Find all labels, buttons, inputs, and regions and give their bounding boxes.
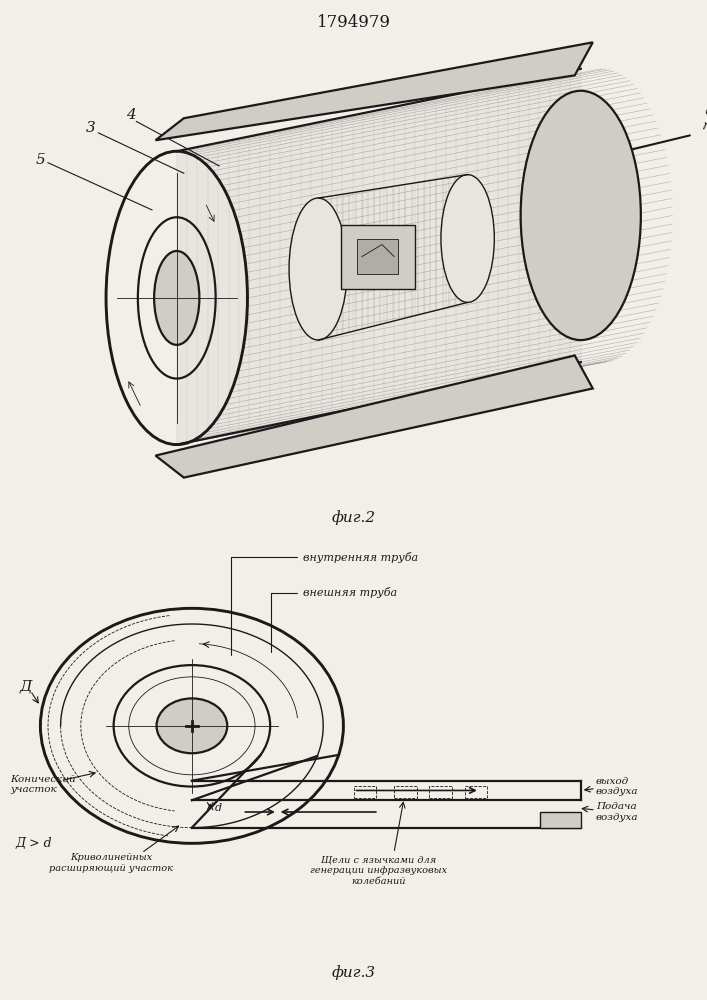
Bar (540, 812, 580, 828)
Ellipse shape (156, 698, 227, 753)
Text: фиг.3: фиг.3 (332, 965, 375, 980)
Bar (394, 786, 416, 798)
Text: Щели с язычками для
генерации инфразвуковых
колебаний: Щели с язычками для генерации инфразвуко… (310, 856, 448, 886)
Text: d: d (215, 803, 223, 813)
Text: выход
воздуха: выход воздуха (596, 777, 638, 796)
Text: Конический
участок: Конический участок (10, 775, 76, 794)
Bar (429, 786, 452, 798)
Ellipse shape (441, 175, 494, 302)
Bar (341, 225, 415, 289)
Ellipse shape (289, 198, 347, 340)
Bar (464, 786, 487, 798)
Text: фиг.2: фиг.2 (332, 510, 375, 525)
Bar (354, 786, 376, 798)
Text: внешняя труба: внешняя труба (271, 587, 397, 652)
Ellipse shape (520, 91, 641, 340)
Text: Криволинейных
расширяющий участок: Криволинейных расширяющий участок (49, 853, 173, 873)
Text: 4: 4 (127, 108, 136, 122)
Polygon shape (156, 42, 592, 140)
Text: Д: Д (19, 680, 31, 694)
Text: внутренняя труба: внутренняя труба (231, 552, 418, 655)
Polygon shape (156, 355, 592, 478)
Bar (358, 239, 399, 274)
Text: Подача
воздуха: Подача воздуха (596, 802, 638, 822)
Text: 1794979: 1794979 (317, 14, 390, 31)
Text: воздушный
поток: воздушный поток (700, 104, 707, 147)
Text: 3: 3 (86, 121, 95, 135)
Text: 5: 5 (35, 153, 45, 167)
Text: Д > d: Д > d (15, 837, 52, 850)
Polygon shape (177, 69, 580, 445)
Ellipse shape (154, 251, 199, 345)
